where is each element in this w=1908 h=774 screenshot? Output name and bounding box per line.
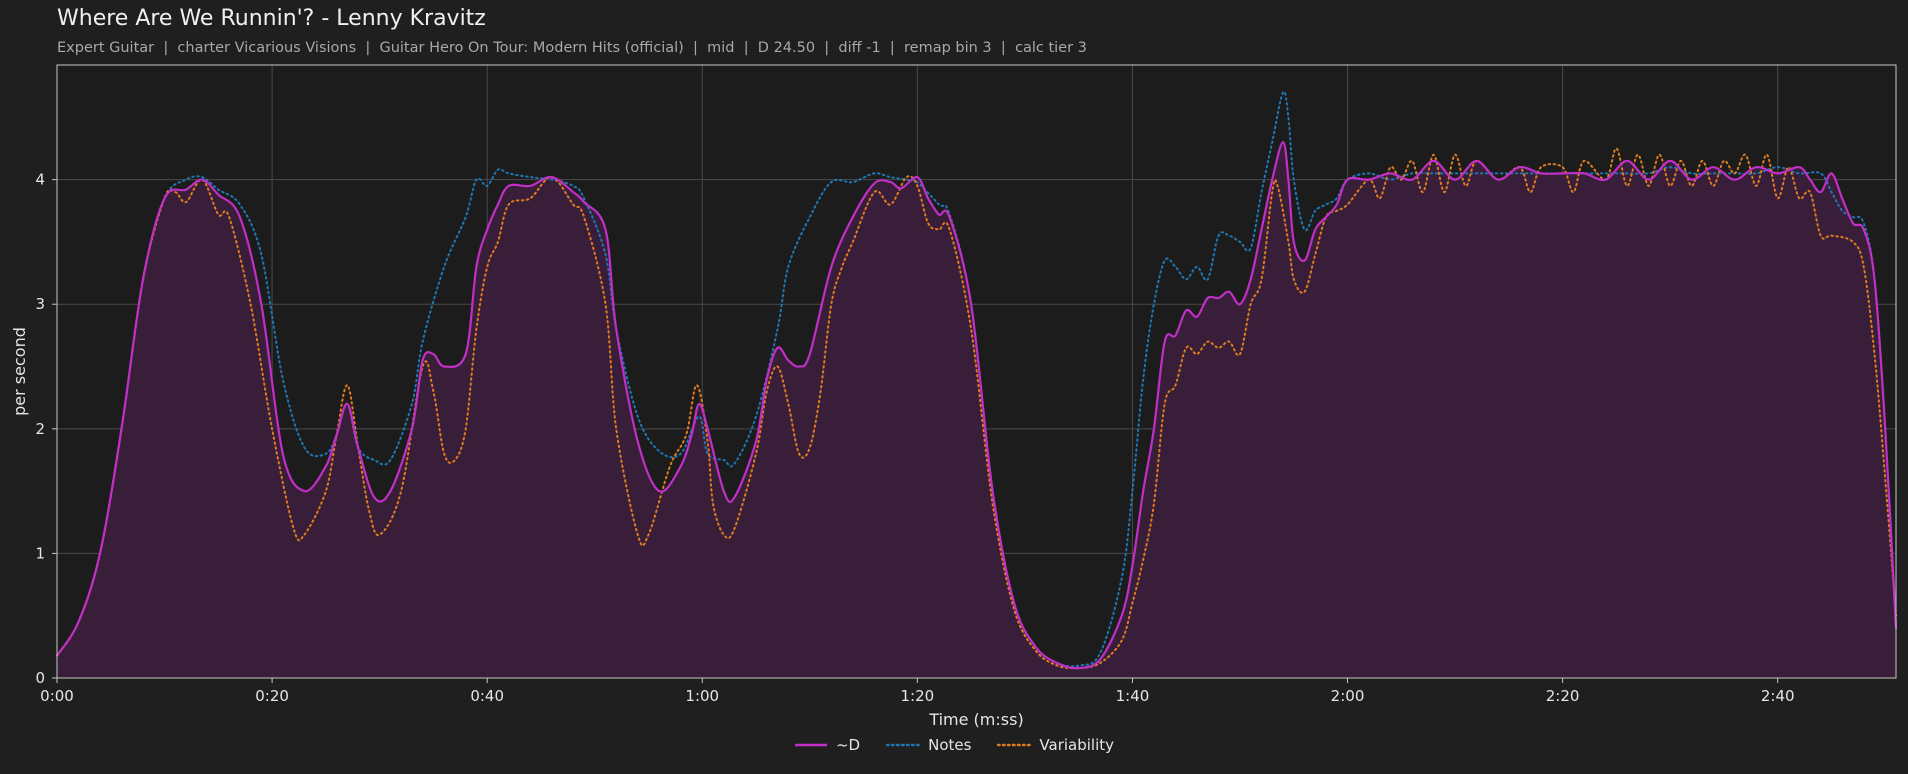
series-line-d <box>56 141 1898 670</box>
y-tick-label: 4 <box>35 171 45 189</box>
x-tick-label: 2:40 <box>1761 687 1795 705</box>
legend-item-d: ~D <box>794 736 860 754</box>
legend-label-notes: Notes <box>928 736 972 754</box>
x-tick-label: 0:20 <box>255 687 289 705</box>
plot-frame <box>56 64 1897 679</box>
legend-label-d: ~D <box>835 736 861 754</box>
x-tick-label: 1:00 <box>685 687 719 705</box>
chart-subtitle: Expert Guitar | charter Vicarious Vision… <box>57 40 1087 56</box>
d-area-fill <box>57 142 1896 678</box>
x-axis-label: Time (m:ss) <box>928 710 1023 729</box>
y-axis-label: per second <box>10 327 29 416</box>
legend-swatch-variability <box>997 743 1032 747</box>
x-tick-label: 1:20 <box>901 687 935 705</box>
x-tick-label: 0:00 <box>40 687 74 705</box>
legend-item-notes: Notes <box>886 736 971 754</box>
x-tick-label: 2:20 <box>1546 687 1580 705</box>
x-tick-label: 0:40 <box>470 687 504 705</box>
legend-swatch-notes <box>886 743 921 747</box>
legend-label-variability: Variability <box>1039 736 1115 754</box>
legend-item-variability: Variability <box>997 736 1114 754</box>
y-tick-label: 2 <box>35 420 45 438</box>
y-tick-label: 3 <box>35 295 45 313</box>
y-tick-label: 0 <box>35 669 45 687</box>
series-lines <box>56 90 1898 670</box>
y-tick-label: 1 <box>35 544 45 562</box>
x-tick-label: 1:40 <box>1116 687 1150 705</box>
legend: ~D Notes Variability <box>0 736 1908 754</box>
x-tick-label: 2:00 <box>1331 687 1365 705</box>
axis-ticks: 0:00 0:20 0:40 1:00 1:20 1:40 2:00 2:20 2:40 0 1 2 3… <box>35 171 1794 705</box>
legend-swatch-d <box>794 743 827 747</box>
chart-title: Where Are We Runnin'? - Lenny Kravitz <box>57 6 486 31</box>
